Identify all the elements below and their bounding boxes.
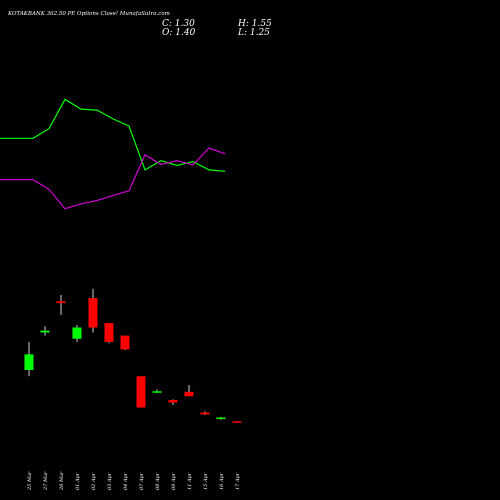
candle-body [104,323,114,342]
x-tick-label: 17 Apr [235,472,241,490]
candle-body [184,391,194,397]
candle-body [88,298,98,328]
candle-body [40,330,50,333]
series-line-2 [0,147,226,210]
low-value: L: 1.25 [238,28,270,38]
candle-body [24,354,34,370]
candle-body [72,327,82,339]
candle-body [216,417,226,419]
candle-body [168,400,178,403]
open-value: O: 1.40 [162,28,196,38]
series-line-1 [0,98,226,172]
x-tick-label: 03 Apr [107,472,113,490]
candle-body [136,376,146,408]
x-tick-label: 28 Mar [59,471,65,491]
x-tick-label: 08 Apr [155,472,161,490]
x-tick-label: 07 Apr [139,472,145,490]
x-tick-label: 16 Apr [219,472,225,490]
x-tick-label: 09 Apr [171,472,177,490]
x-tick-label: 15 Apr [203,472,209,490]
candle-body [56,301,66,304]
chart-title: KOTAKBANK 362.50 PE Options Close! Munaf… [8,11,170,17]
x-tick-label: 01 Apr [75,472,81,490]
x-tick-label: 11 Apr [187,472,193,490]
candle-body [232,421,242,423]
x-tick-label: 25 Mar [27,471,33,491]
x-tick-label: 02 Apr [91,472,97,490]
candle-body [120,335,130,350]
high-value: H: 1.55 [238,19,272,29]
close-value: C: 1.30 [162,19,195,29]
x-tick-label: 04 Apr [123,472,129,490]
candle-body [200,412,210,415]
x-tick-label: 27 Mar [43,471,49,491]
candle-body [152,391,162,393]
